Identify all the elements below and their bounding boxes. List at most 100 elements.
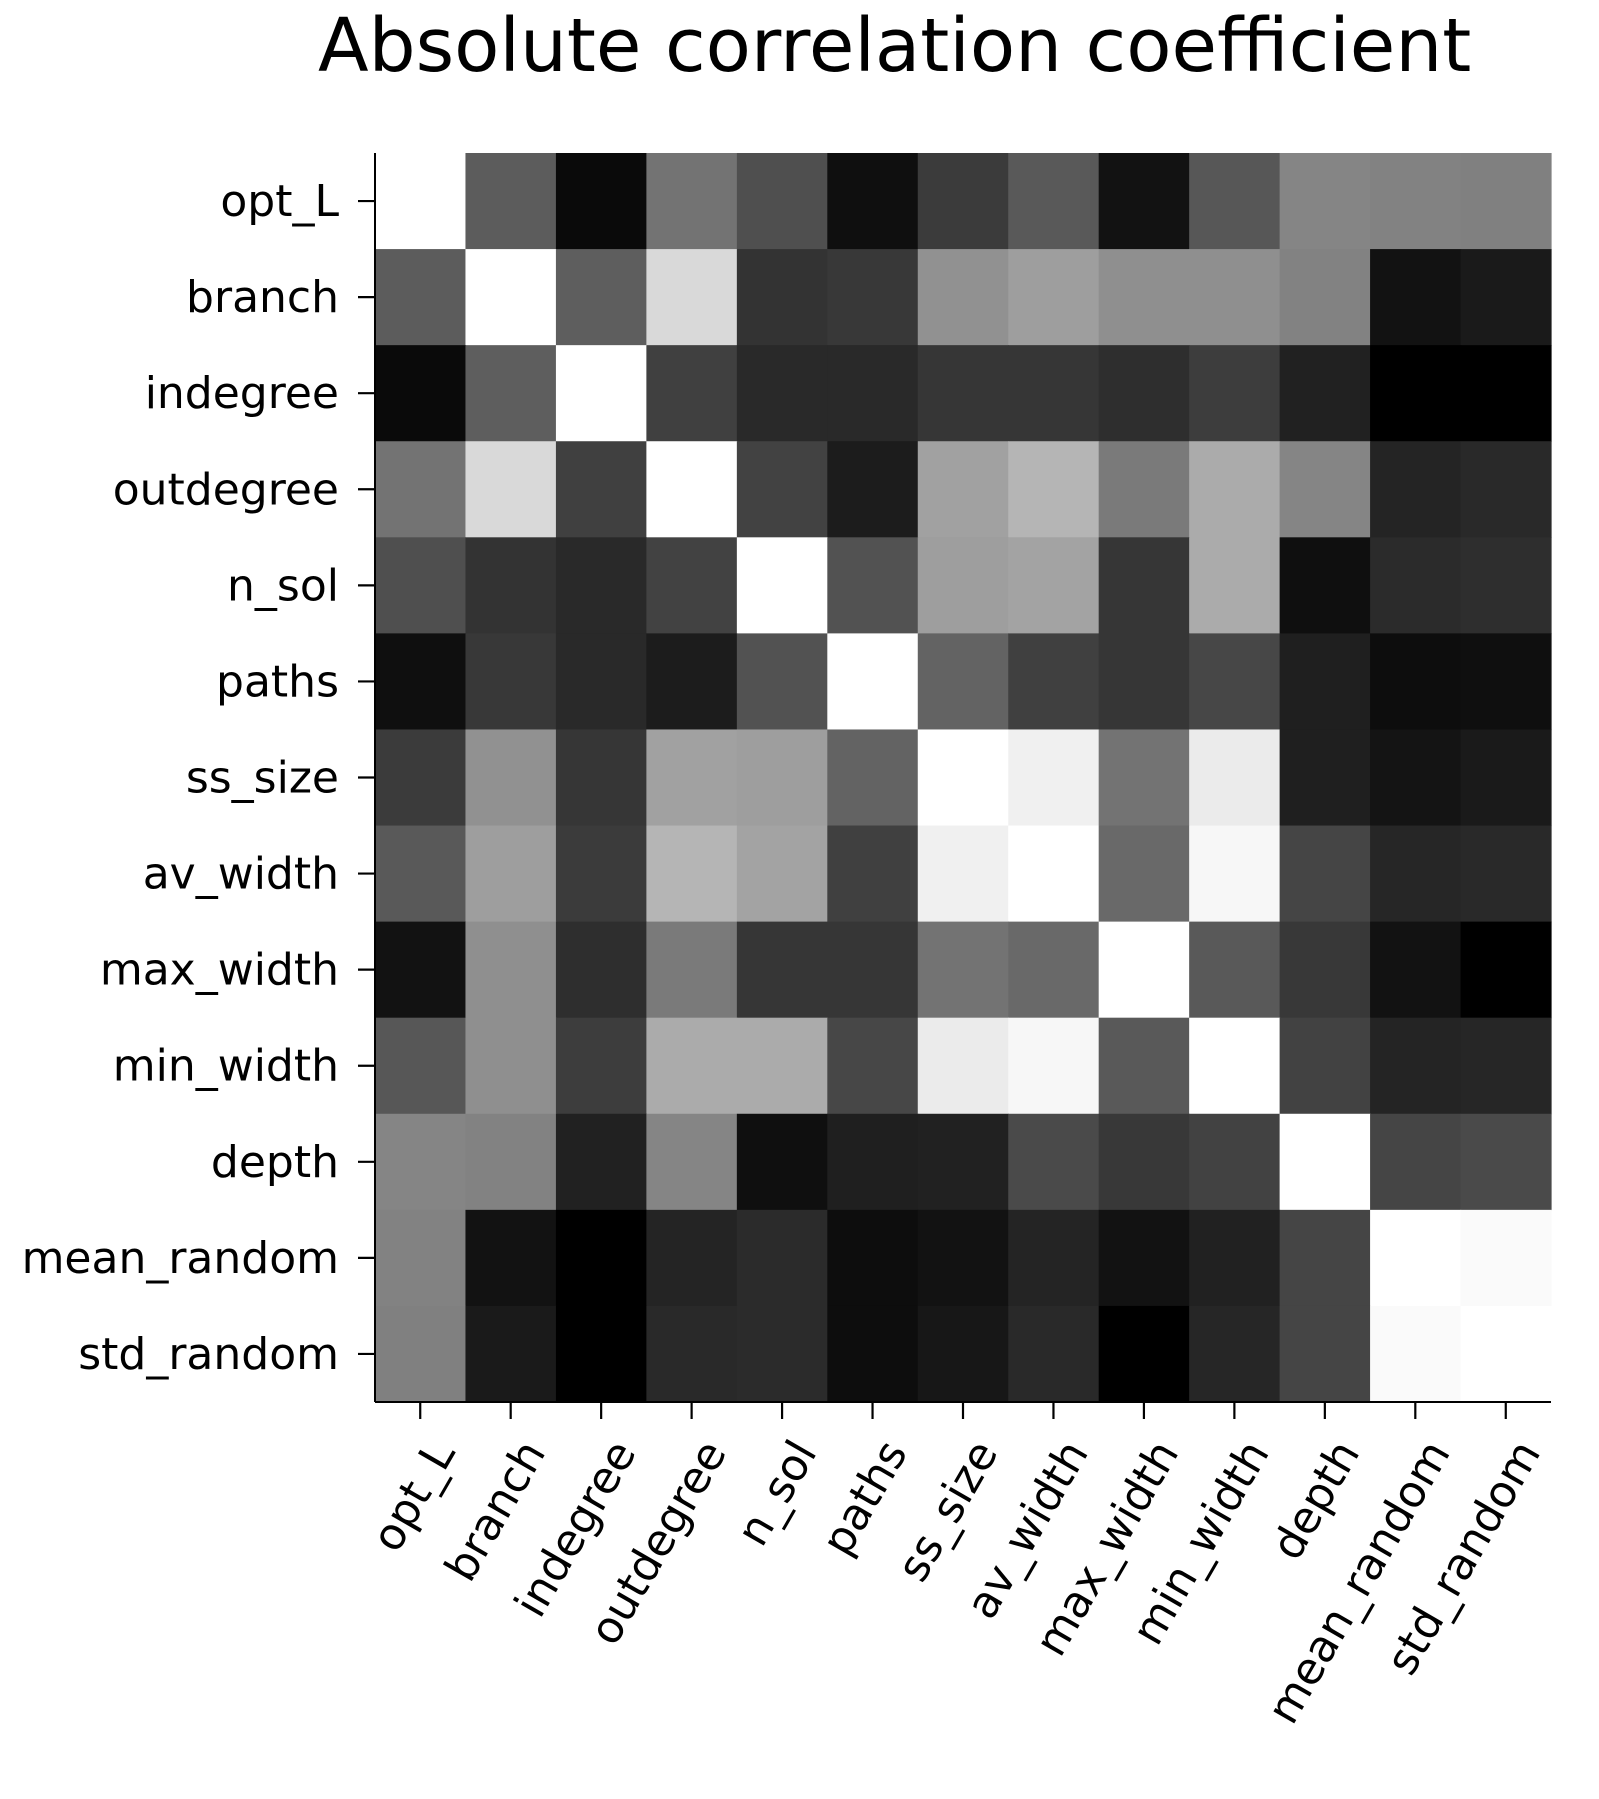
heatmap-cell-av_width-ss_size <box>917 825 1009 923</box>
heatmap-cell-opt_L-depth <box>1279 153 1371 250</box>
heatmap-cell-opt_L-ss_size <box>917 153 1009 250</box>
heatmap-cell-mean_random-opt_L <box>375 1209 467 1307</box>
heatmap-cell-outdegree-ss_size <box>917 441 1009 538</box>
heatmap-cell-max_width-outdegree <box>646 921 738 1019</box>
heatmap-cell-av_width-max_width <box>1098 825 1190 923</box>
heatmap-cell-opt_L-av_width <box>1008 153 1100 250</box>
heatmap-cell-max_width-min_width <box>1189 921 1281 1019</box>
heatmap-cell-branch-mean_random <box>1370 249 1462 346</box>
heatmap-cell-opt_L-branch <box>465 153 557 250</box>
heatmap-cell-branch-std_random <box>1460 249 1552 346</box>
heatmap-cell-mean_random-branch <box>465 1209 557 1307</box>
heatmap-cell-paths-ss_size <box>917 633 1009 731</box>
heatmap-cell-outdegree-opt_L <box>375 441 467 538</box>
heatmap-cell-indegree-outdegree <box>646 345 738 442</box>
heatmap-cell-mean_random-depth <box>1279 1209 1371 1307</box>
heatmap-cell-outdegree-n_sol <box>736 441 828 538</box>
y-tick-label-av_width: av_width <box>143 849 339 900</box>
heatmap-cell-depth-paths <box>827 1113 919 1211</box>
heatmap-cell-min_width-branch <box>465 1017 557 1115</box>
heatmap-cell-depth-std_random <box>1460 1113 1552 1211</box>
heatmap-cell-std_random-outdegree <box>646 1305 738 1403</box>
heatmap-cell-max_width-opt_L <box>375 921 467 1019</box>
y-tick-label-ss_size: ss_size <box>186 753 339 804</box>
heatmap-cell-indegree-indegree <box>555 345 647 442</box>
heatmap-cell-std_random-std_random <box>1460 1305 1552 1403</box>
heatmap-cell-outdegree-paths <box>827 441 919 538</box>
heatmap-cell-mean_random-indegree <box>555 1209 647 1307</box>
heatmap-cell-paths-min_width <box>1189 633 1281 731</box>
y-tick-label-branch: branch <box>186 272 339 323</box>
heatmap-cell-n_sol-mean_random <box>1370 537 1462 634</box>
heatmap-cell-ss_size-outdegree <box>646 729 738 827</box>
heatmap-cell-opt_L-mean_random <box>1370 153 1462 250</box>
x-tick-labels: opt_Lbranchindegreeoutdegreen_solpathsss… <box>362 1432 1551 1733</box>
heatmap-cell-branch-av_width <box>1008 249 1100 346</box>
heatmap-cell-ss_size-mean_random <box>1370 729 1462 827</box>
heatmap-cell-branch-outdegree <box>646 249 738 346</box>
y-tick-label-max_width: max_width <box>100 945 339 996</box>
heatmap-cell-indegree-paths <box>827 345 919 442</box>
heatmap-cell-std_random-max_width <box>1098 1305 1190 1403</box>
y-tick-label-depth: depth <box>211 1137 339 1188</box>
heatmap-cell-min_width-ss_size <box>917 1017 1009 1115</box>
heatmap-cell-branch-paths <box>827 249 919 346</box>
heatmap-cell-depth-ss_size <box>917 1113 1009 1211</box>
heatmap-cell-paths-indegree <box>555 633 647 731</box>
heatmap-cell-depth-branch <box>465 1113 557 1211</box>
heatmap-cell-outdegree-mean_random <box>1370 441 1462 538</box>
heatmap-cell-opt_L-std_random <box>1460 153 1552 250</box>
heatmap-cell-mean_random-av_width <box>1008 1209 1100 1307</box>
chart-title: Absolute correlation coefficient <box>318 3 1471 89</box>
heatmap-cell-branch-opt_L <box>375 249 467 346</box>
heatmap-cell-n_sol-n_sol <box>736 537 828 634</box>
heatmap-cell-depth-depth <box>1279 1113 1371 1211</box>
heatmap-cell-min_width-av_width <box>1008 1017 1100 1115</box>
y-tick-label-n_sol: n_sol <box>227 560 339 611</box>
heatmap-cell-paths-mean_random <box>1370 633 1462 731</box>
heatmap-cell-indegree-std_random <box>1460 345 1552 442</box>
heatmap-cell-indegree-branch <box>465 345 557 442</box>
heatmap-cell-n_sol-outdegree <box>646 537 738 634</box>
heatmap-cell-n_sol-std_random <box>1460 537 1552 634</box>
heatmap-cell-opt_L-n_sol <box>736 153 828 250</box>
heatmap-cell-depth-min_width <box>1189 1113 1281 1211</box>
heatmap-cell-branch-n_sol <box>736 249 828 346</box>
heatmap-cell-branch-max_width <box>1098 249 1190 346</box>
heatmap-cell-av_width-min_width <box>1189 825 1281 923</box>
heatmap-cells <box>375 153 1552 1403</box>
heatmap-cell-ss_size-depth <box>1279 729 1371 827</box>
heatmap-cell-branch-branch <box>465 249 557 346</box>
heatmap-cell-outdegree-indegree <box>555 441 647 538</box>
y-tick-label-opt_L: opt_L <box>220 176 339 227</box>
heatmap-cell-n_sol-paths <box>827 537 919 634</box>
heatmap-cell-min_width-std_random <box>1460 1017 1552 1115</box>
heatmap-cell-std_random-branch <box>465 1305 557 1403</box>
heatmap-cell-outdegree-av_width <box>1008 441 1100 538</box>
heatmap-cell-opt_L-min_width <box>1189 153 1281 250</box>
heatmap-cell-paths-outdegree <box>646 633 738 731</box>
heatmap-cell-depth-indegree <box>555 1113 647 1211</box>
heatmap-cell-paths-max_width <box>1098 633 1190 731</box>
x-tick-label-n_sol: n_sol <box>727 1432 827 1554</box>
heatmap-cell-paths-paths <box>827 633 919 731</box>
heatmap-cell-indegree-max_width <box>1098 345 1190 442</box>
heatmap-cell-std_random-indegree <box>555 1305 647 1403</box>
heatmap-cell-indegree-av_width <box>1008 345 1100 442</box>
heatmap-cell-max_width-av_width <box>1008 921 1100 1019</box>
heatmap-cell-n_sol-indegree <box>555 537 647 634</box>
heatmap-cell-outdegree-max_width <box>1098 441 1190 538</box>
heatmap-cell-mean_random-n_sol <box>736 1209 828 1307</box>
axes <box>358 153 1551 1419</box>
heatmap-cell-depth-max_width <box>1098 1113 1190 1211</box>
heatmap-cell-av_width-outdegree <box>646 825 738 923</box>
heatmap-cell-std_random-n_sol <box>736 1305 828 1403</box>
heatmap-cell-std_random-min_width <box>1189 1305 1281 1403</box>
heatmap-cell-depth-av_width <box>1008 1113 1100 1211</box>
heatmap-cell-paths-depth <box>1279 633 1371 731</box>
heatmap-cell-opt_L-opt_L <box>375 153 467 250</box>
heatmap-cell-av_width-depth <box>1279 825 1371 923</box>
heatmap-cell-ss_size-max_width <box>1098 729 1190 827</box>
heatmap-cell-min_width-n_sol <box>736 1017 828 1115</box>
heatmap-cell-n_sol-min_width <box>1189 537 1281 634</box>
